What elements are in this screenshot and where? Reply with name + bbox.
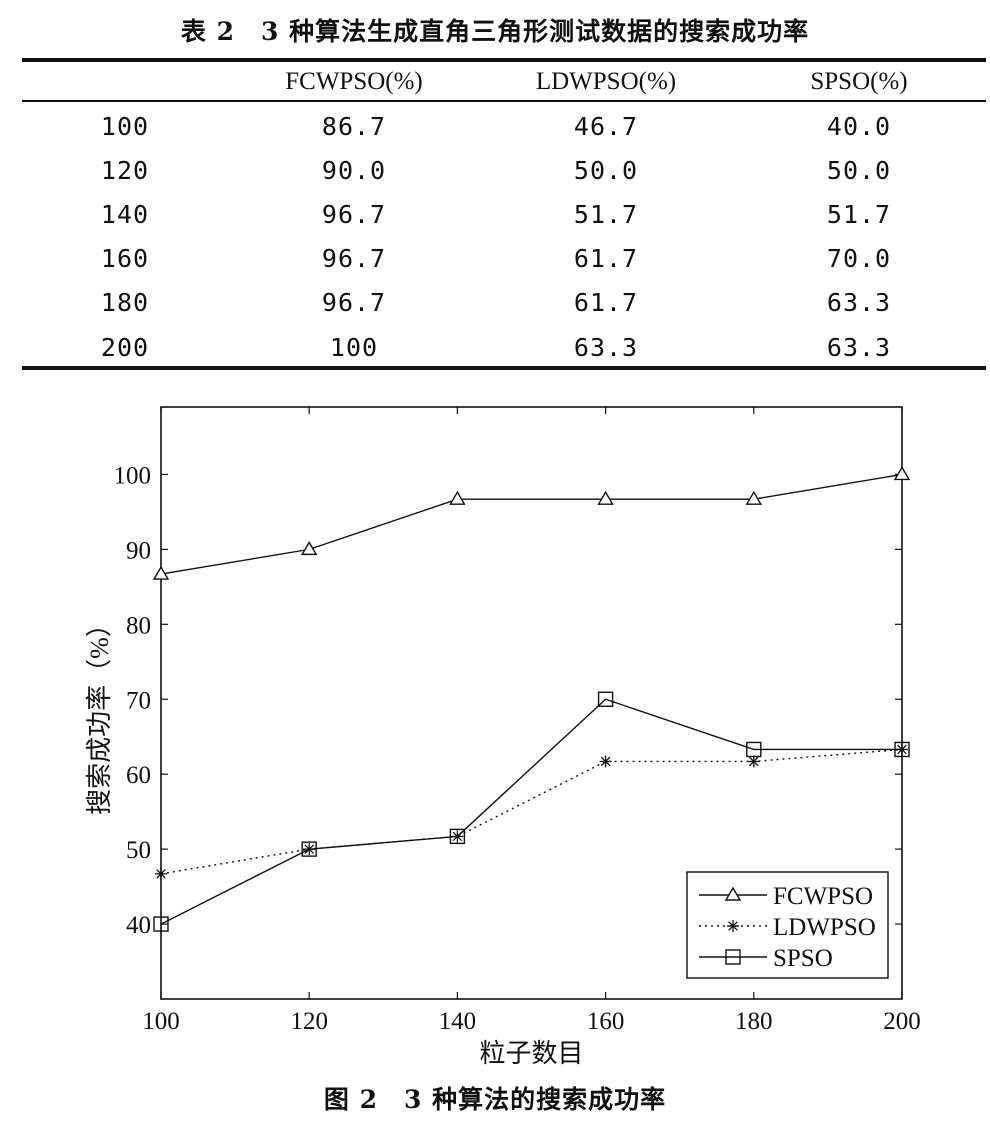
y-tick-label: 60 [126, 762, 151, 789]
table-cell: 40.0 [826, 111, 892, 141]
table-row: 160 96.7 61.7 70.0 [22, 237, 986, 281]
table-header-row: FCWPSO(%) LDWPSO(%) SPSO(%) [22, 58, 986, 104]
table-row: 100 86.7 46.7 40.0 [22, 104, 986, 148]
plot-frame [160, 406, 903, 1000]
data-point-spso [301, 841, 317, 857]
y-tick-label: 40 [126, 912, 151, 939]
data-point-ldwpso [155, 867, 167, 880]
figure-caption: 图 2 3 种算法的搜索成功率 [323, 1085, 667, 1114]
data-point-fcwpso [893, 466, 911, 481]
table-top-rule [22, 58, 986, 62]
x-tick-label: 140 [439, 1008, 477, 1035]
series-line-fcwpso [160, 473, 903, 575]
table-cell: 70.0 [826, 244, 892, 274]
table-cell: 160 [100, 244, 150, 274]
table-cell: 61.7 [573, 244, 639, 274]
y-tick-label: 80 [126, 612, 151, 639]
table-cell: 90.0 [321, 155, 387, 185]
table-cell: 51.7 [573, 199, 639, 229]
table-cell: 63.3 [826, 288, 892, 318]
data-point-ldwpso [747, 755, 760, 768]
table-header-rule [22, 100, 986, 102]
series-line-spso [160, 698, 902, 925]
legend-marker-spso [725, 949, 741, 965]
table-header-cell: SPSO(%) [810, 68, 908, 95]
y-tick-label: 70 [126, 687, 151, 714]
data-point-spso [746, 741, 762, 758]
table-cell: 100 [329, 332, 379, 362]
data-point-fcwpso [300, 540, 318, 556]
table-row: 200 100 63.3 63.3 [22, 325, 986, 369]
table-cell: 50.0 [573, 155, 639, 185]
table-cell: 50.0 [826, 155, 892, 185]
table-header-cell: LDWPSO(%) [535, 68, 677, 95]
x-tick-label: 160 [587, 1008, 625, 1035]
table-cell: 140 [100, 199, 150, 229]
table-cell: 51.7 [826, 199, 892, 229]
table-row: 140 96.7 51.7 51.7 [22, 192, 986, 236]
data-point-spso [597, 691, 614, 707]
table-cell: 180 [100, 288, 150, 318]
table-cell: 63.3 [573, 332, 639, 362]
data-point-fcwpso [152, 565, 170, 580]
data-point-fcwpso [449, 490, 466, 505]
table-cell: 86.7 [321, 111, 387, 141]
table-cell: 96.7 [321, 288, 387, 318]
legend-marker-fcwpso [724, 886, 742, 901]
table-header-cell [22, 58, 228, 104]
legend-label-fcwpso: FCWPSO [773, 883, 873, 910]
table-row: 180 96.7 61.7 63.3 [22, 281, 986, 325]
table-bottom-rule [22, 366, 986, 370]
x-tick-label: 180 [735, 1008, 773, 1035]
x-tick-label: 100 [142, 1008, 180, 1035]
table-header-cell: FCWPSO(%) [285, 68, 423, 95]
table-caption: 表 2 3 种算法生成直角三角形测试数据的搜索成功率 [180, 17, 810, 46]
table-cell: 100 [100, 111, 150, 141]
data-point-fcwpso [745, 490, 763, 505]
legend-label-spso: SPSO [773, 945, 833, 972]
data-point-ldwpso [599, 755, 612, 768]
y-tick-label: 100 [114, 462, 152, 489]
y-axis-label: 搜索成功率（%） [85, 611, 114, 815]
data-point-fcwpso [597, 490, 614, 505]
table-cell: 63.3 [826, 332, 892, 362]
legend-marker-ldwpso [727, 920, 739, 932]
legend-label-ldwpso: LDWPSO [773, 914, 876, 941]
table-cell: 61.7 [573, 288, 639, 318]
table-cell: 46.7 [573, 111, 639, 141]
table-cell: 200 [100, 332, 150, 362]
data-point-spso [153, 916, 169, 932]
x-tick-label: 120 [290, 1008, 328, 1035]
y-tick-label: 50 [126, 837, 151, 864]
table-cell: 96.7 [321, 199, 387, 229]
data-point-spso [894, 741, 910, 758]
success-rate-table: FCWPSO(%) LDWPSO(%) SPSO(%) 100 86.7 46.… [22, 58, 986, 369]
x-tick-label: 200 [883, 1008, 921, 1035]
legend-box [686, 871, 889, 979]
table-row: 120 90.0 50.0 50.0 [22, 148, 986, 192]
table-cell: 120 [100, 155, 150, 185]
table-cell: 96.7 [321, 244, 387, 274]
x-axis-label: 粒子数目 [479, 1039, 583, 1068]
success-rate-line-chart: 100 120 140 160 180 200 40 50 60 70 80 90 100 粒子数目 搜索成… [85, 406, 921, 1068]
y-tick-label: 90 [126, 537, 151, 564]
data-point-spso [449, 828, 466, 845]
